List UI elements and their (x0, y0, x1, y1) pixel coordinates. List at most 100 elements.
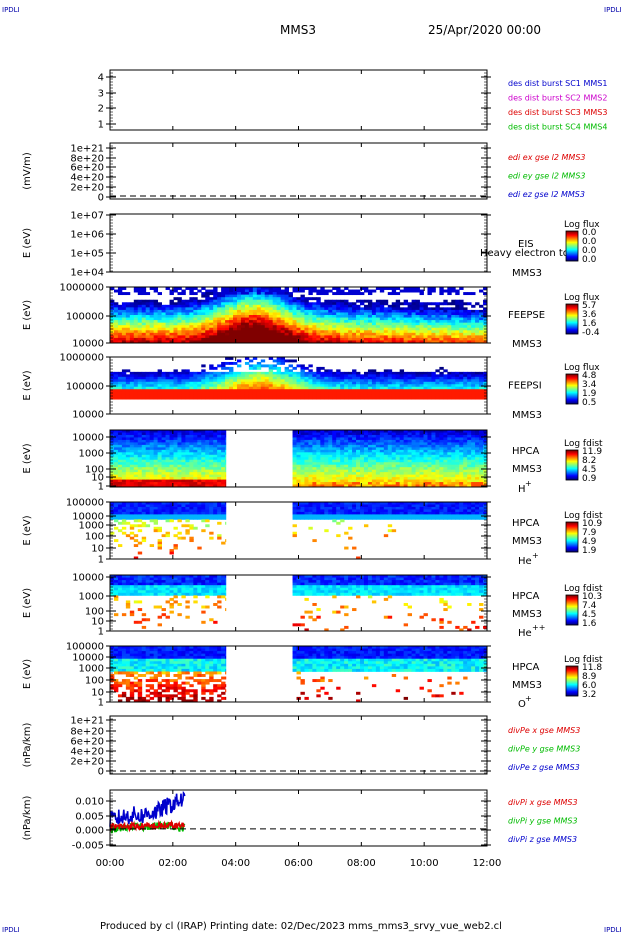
colorbar-step (566, 380, 578, 382)
y-tick-label: 1 (98, 482, 104, 493)
y-tick-label: 4 (98, 73, 104, 84)
spacecraft-label: MMS3 (512, 609, 542, 620)
colorbar-step (566, 468, 578, 470)
y-axis-label: E (eV) (22, 515, 33, 545)
colorbar-step (566, 599, 578, 601)
overlay-text: Heavy electron to (480, 248, 569, 259)
y-tick-label: 10 (91, 544, 104, 555)
colorbar-step (566, 522, 578, 524)
colorbar-step (566, 318, 578, 320)
colorbar-step (566, 390, 578, 392)
colorbar-step (566, 680, 578, 682)
y-tick-label: 4e+20 (70, 747, 104, 758)
colorbar-tick: 0.0 (582, 237, 597, 247)
colorbar-step (566, 248, 578, 250)
colorbar-step (566, 527, 578, 529)
instrument-label: HPCA (512, 591, 540, 602)
colorbar (565, 230, 579, 262)
colorbar-step (566, 551, 578, 553)
y-tick-label: 1000 (79, 449, 104, 460)
y-tick-label: 1 (98, 698, 104, 709)
legend-entry: divPe x gse MMS3 (508, 726, 580, 735)
colorbar-step (566, 690, 578, 692)
colorbar-step (566, 523, 578, 525)
colorbar-frame (565, 449, 579, 481)
colorbar-tick: 1.6 (582, 619, 597, 629)
colorbar-step (566, 323, 578, 325)
colorbar-tick: 10.3 (582, 592, 602, 602)
panel-p1: 4 3 2 1 des dist burst SC1 MMS1 des dist burs… (98, 69, 607, 132)
colorbar-step (566, 452, 578, 454)
colorbar-step (566, 397, 578, 399)
spacecraft-label: MMS3 (512, 680, 542, 691)
series-line-0 (109, 790, 186, 827)
y-tick-label: 10 (91, 473, 104, 484)
y-tick-label: 100 (85, 676, 104, 687)
colorbar-step (566, 535, 578, 537)
colorbar-step (566, 317, 578, 319)
colorbar-step (566, 457, 578, 459)
spectrogram-p7 (110, 502, 488, 560)
y-tick-label: 100000 (66, 312, 104, 323)
y-tick-label: 1000000 (59, 353, 104, 364)
colorbar-step (566, 611, 578, 613)
colorbar-step (566, 608, 578, 610)
colorbar-step (566, 308, 578, 310)
colorbar-tick: 7.9 (582, 528, 597, 538)
colorbar-step (566, 243, 578, 245)
y-tick-label: -0.005 (72, 841, 104, 852)
colorbar-title: Log fdist (564, 439, 603, 449)
colorbar-step (566, 695, 578, 697)
y-axis-label: E (eV) (22, 588, 33, 618)
colorbar-step (566, 305, 578, 307)
y-tick-label: 100000 (66, 498, 104, 509)
colorbar-title: Log flux (564, 293, 600, 303)
colorbar-step (566, 473, 578, 475)
y-tick-label: 10 (91, 617, 104, 628)
colorbar-frame (565, 373, 579, 405)
colorbar-step (566, 235, 578, 237)
x-tick-label: 02:00 (158, 858, 187, 869)
colorbar-step (566, 617, 578, 619)
colorbar-step (566, 470, 578, 472)
colorbar-step (566, 621, 578, 623)
y-tick-label: 100 (85, 607, 104, 618)
colorbar-step (566, 619, 578, 621)
corner-tag-top-left: IPDLI (2, 6, 20, 14)
colorbar-tick: 0.5 (582, 398, 596, 408)
colorbar-step (566, 676, 578, 678)
colorbar-frame (565, 594, 579, 626)
y-tick-label: 6e+20 (70, 737, 104, 748)
colorbar-step (566, 475, 578, 477)
spectrogram-p9 (110, 646, 488, 703)
legend-entry: divPe y gse MMS3 (508, 745, 580, 754)
y-tick-label: 4e+20 (70, 173, 104, 184)
colorbar-step (566, 384, 578, 386)
colorbar-step (566, 258, 578, 260)
colorbar-step (566, 461, 578, 463)
colorbar-step (566, 256, 578, 258)
colorbar-tick: 11.8 (582, 663, 602, 673)
colorbar-step (566, 325, 578, 327)
y-tick-label: 100 (85, 532, 104, 543)
colorbar-frame (565, 521, 579, 553)
colorbar-step (566, 376, 578, 378)
colorbar-step (566, 469, 578, 471)
panel-p4: 1000000 100000 10000 E (eV) FEEPSE MMS3 Log fl… (22, 283, 600, 351)
colorbar-step (566, 674, 578, 676)
colorbar-step (566, 546, 578, 548)
colorbar-step (566, 232, 578, 234)
colorbar-step (566, 606, 578, 608)
y-axis-label: E (eV) (22, 300, 33, 330)
colorbar-step (566, 237, 578, 239)
colorbar-step (566, 231, 578, 233)
y-tick-label: 10000 (72, 573, 104, 584)
colorbar-step (566, 673, 578, 675)
x-tick-label: 04:00 (221, 858, 250, 869)
colorbar-step (566, 693, 578, 695)
y-tick-label: 1e+21 (70, 144, 104, 155)
colorbar-step (566, 314, 578, 316)
data-gap (226, 502, 293, 559)
